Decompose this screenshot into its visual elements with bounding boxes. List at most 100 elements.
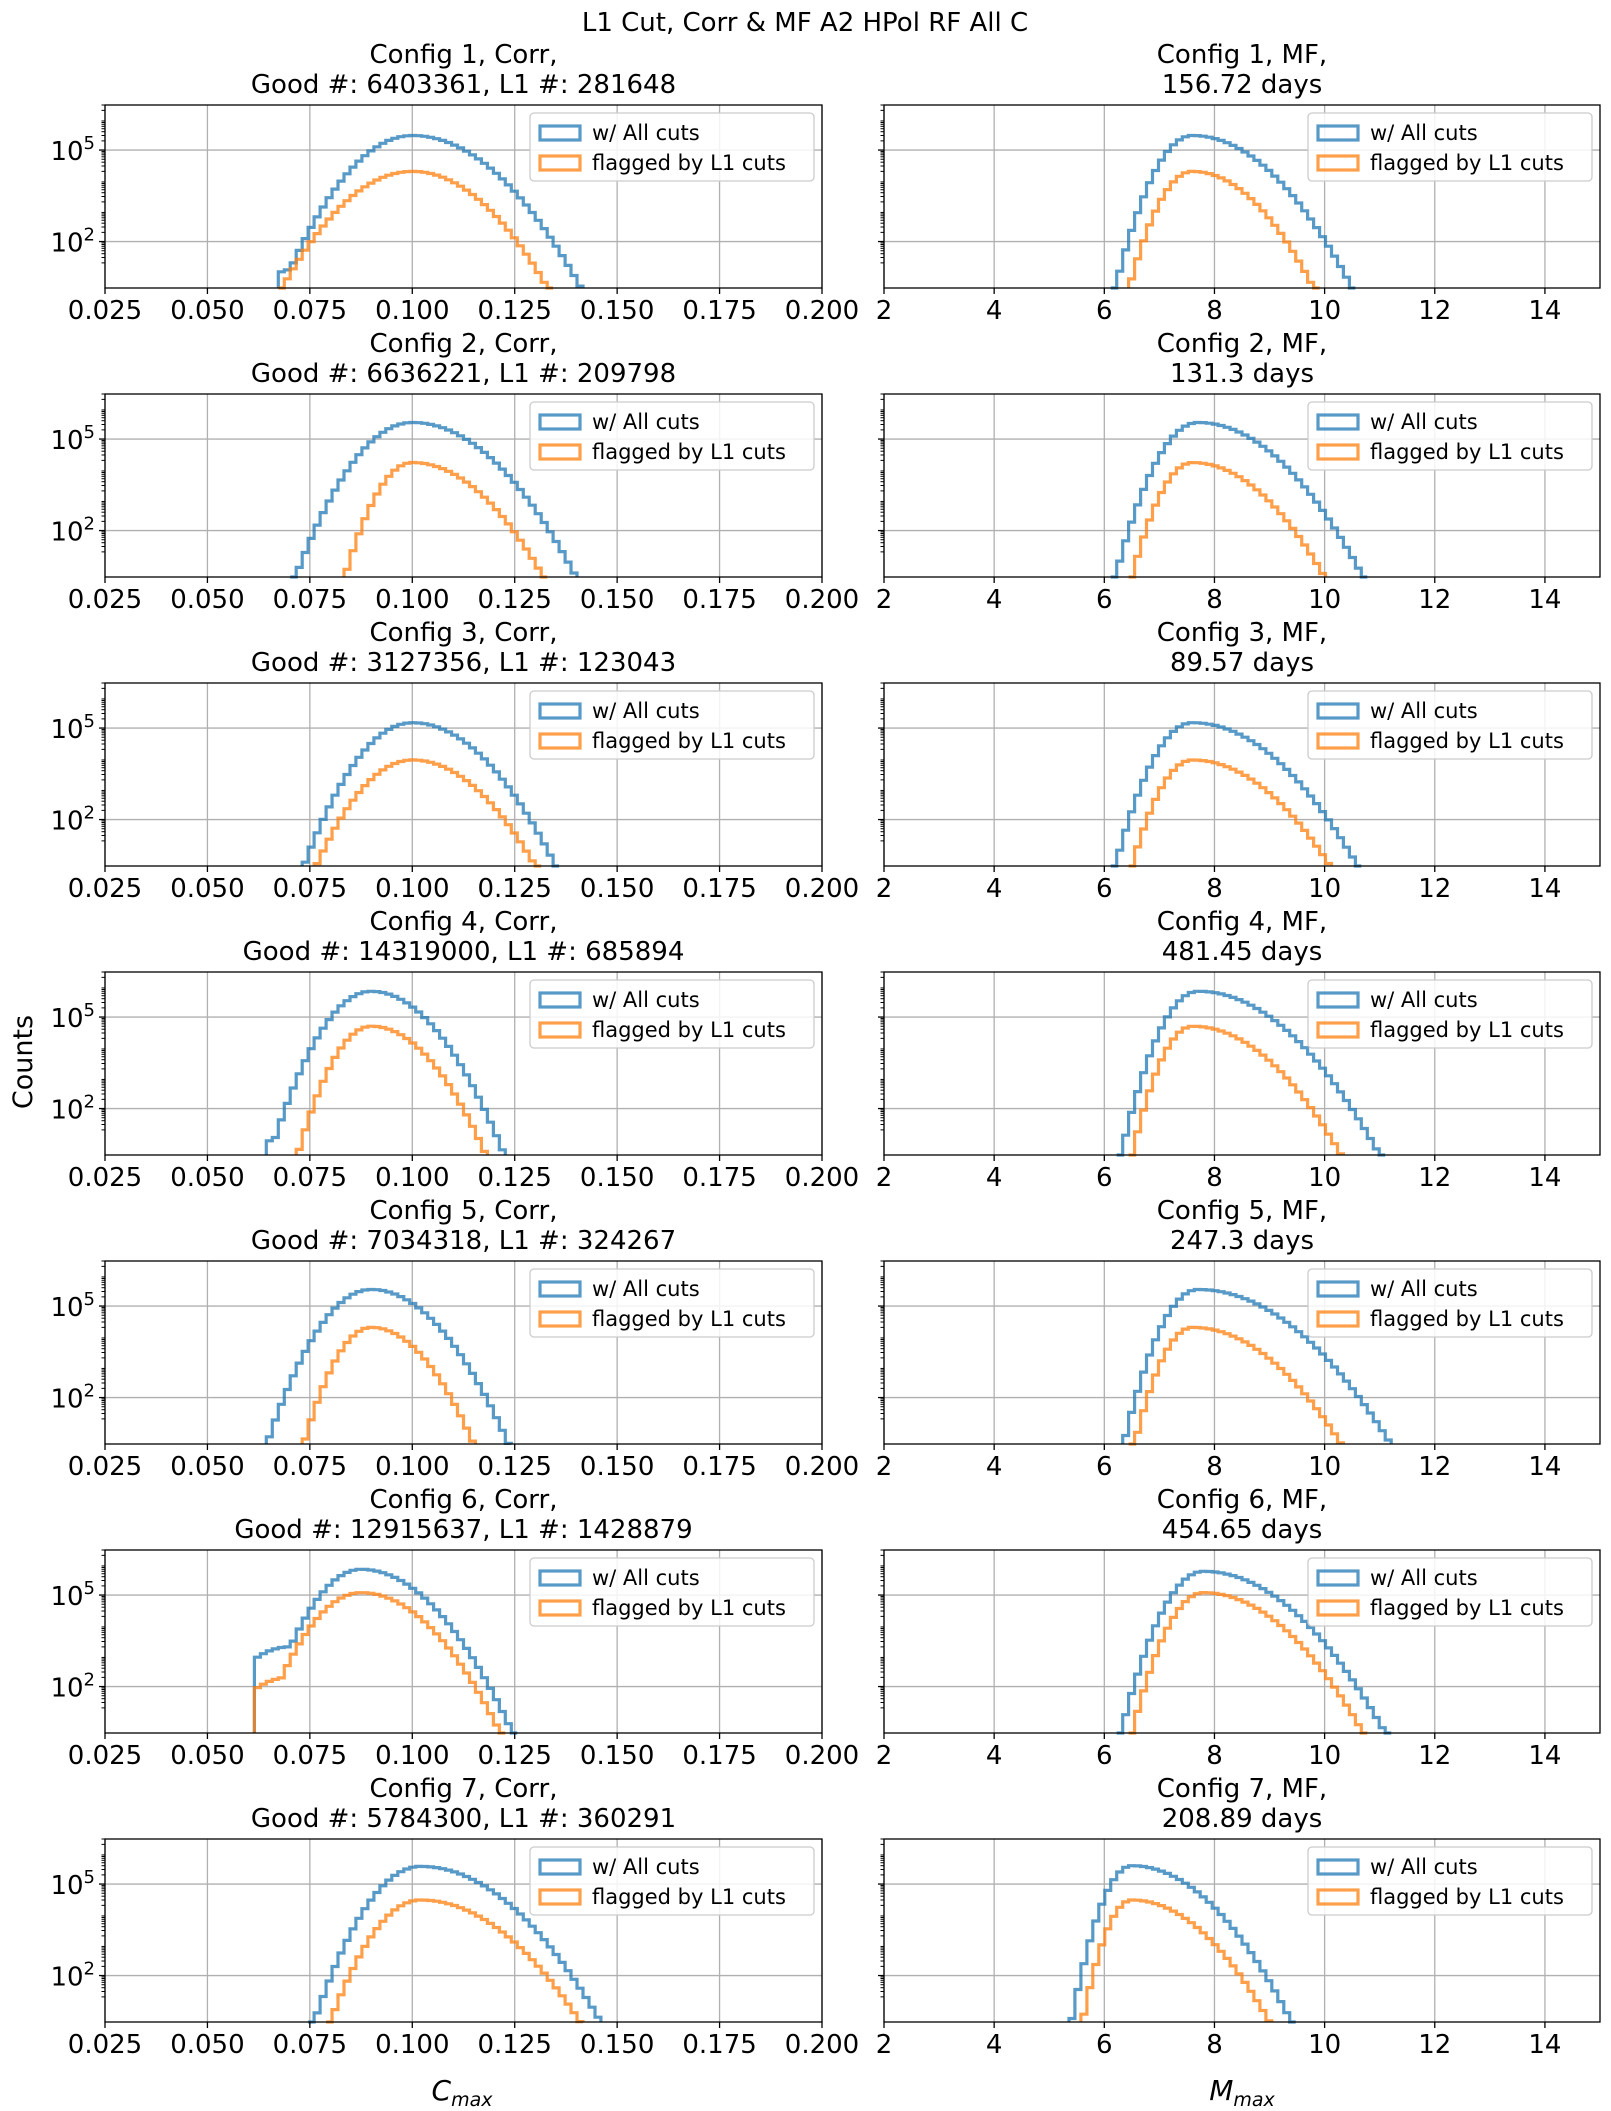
x-tick-label: 0.050 [170,296,244,326]
x-tick-label: 0.100 [375,1741,449,1771]
legend-swatch [1316,1888,1360,1906]
x-tick-label: 0.200 [785,874,859,904]
x-tick-label: 0.075 [273,1163,347,1193]
legend-swatch [538,1310,582,1328]
x-tick-label: 6 [1096,296,1113,326]
x-tick-label: 0.150 [580,585,654,615]
legend-label: flagged by L1 cuts [1370,1307,1564,1331]
x-tick-label: 4 [986,585,1003,615]
x-tick-label: 6 [1096,1741,1113,1771]
panel-title-line2: Good #: 6403361, L1 #: 281648 [251,70,676,100]
legend-box [1307,112,1593,182]
x-tick-label: 0.125 [477,585,551,615]
legend-label: flagged by L1 cuts [592,1885,786,1909]
x-tick-label: 0.125 [477,874,551,904]
series-all-cuts [264,989,507,1155]
x-tick-label: 14 [1528,1741,1561,1771]
legend-swatch [1316,154,1360,172]
x-tick-label: 0.200 [785,2030,859,2060]
x-tick-label: 12 [1418,585,1451,615]
panel-title-line2: 247.3 days [1170,1226,1314,1256]
legend-label: flagged by L1 cuts [592,729,786,753]
x-tick-label: 8 [1206,1741,1223,1771]
panel-3-corr: 0.025 0.050 0.075 0.100 0.125 0.150 0.175 0.200… [50,618,859,904]
x-tick-label: 0.175 [682,1741,756,1771]
legend-label: flagged by L1 cuts [1370,440,1564,464]
y-tick-label: 105 [50,133,95,167]
legend-label: w/ All cuts [1370,699,1478,723]
x-tick-label: 0.150 [580,874,654,904]
x-tick-label: 8 [1206,1163,1223,1193]
legend-swatch [538,1599,582,1617]
x-tick-label: 14 [1528,1452,1561,1482]
x-tick-label: 0.125 [477,1163,551,1193]
series-all-cuts [300,721,560,868]
y-tick-label: 102 [50,803,95,837]
x-tick-label: 0.150 [580,296,654,326]
series-l1-flagged [326,1898,585,2024]
panel-title-line1: Config 7, Corr, [369,1774,557,1804]
legend-box [1307,1268,1593,1338]
x-tick-label: 10 [1308,585,1341,615]
legend-box [529,1268,815,1338]
legend-box [529,1557,815,1627]
x-tick-label: 0.075 [273,1452,347,1482]
panel-title-line2: 481.45 days [1162,937,1323,967]
panel-title-line1: Config 2, MF, [1157,329,1327,359]
panel-title-line1: Config 5, MF, [1157,1196,1327,1226]
x-tick-label: 8 [1206,2030,1223,2060]
y-tick-label: 105 [50,1867,95,1901]
panel-2-mf: 2 4 6 8 10 12 14 Config 2, MF,131.3 days w/ All … [876,329,1601,615]
legend-swatch [538,991,582,1009]
legend-label: flagged by L1 cuts [592,1307,786,1331]
x-tick-label: 0.025 [68,296,142,326]
legend-swatch [538,443,582,461]
x-tick-label: 14 [1528,1163,1561,1193]
x-axis-label-corr: Cmax [432,2074,494,2111]
legend-swatch [1316,443,1360,461]
legend-swatch [538,1888,582,1906]
legend-box [529,401,815,471]
x-tick-label: 0.175 [682,2030,756,2060]
x-tick-label: 12 [1418,874,1451,904]
panel-title-line1: Config 5, Corr, [369,1196,557,1226]
x-tick-label: 0.025 [68,1452,142,1482]
panel-title-line1: Config 7, MF, [1157,1774,1327,1804]
legend-box [529,690,815,760]
series-all-cuts [1116,989,1386,1157]
x-tick-label: 0.025 [68,874,142,904]
x-tick-label: 0.075 [273,296,347,326]
x-tick-label: 0.025 [68,585,142,615]
legend-swatch [1316,732,1360,750]
series-all-cuts [252,1567,518,1735]
panels: 0.025 0.050 0.075 0.100 0.125 0.150 0.175 0.200… [50,40,1601,2060]
x-tick-label: 14 [1528,2030,1561,2060]
legend-swatch [538,1280,582,1298]
x-tick-label: 0.100 [375,2030,449,2060]
panel-title-line2: 208.89 days [1162,1804,1323,1834]
x-tick-label: 2 [876,1741,893,1771]
x-tick-label: 8 [1206,1452,1223,1482]
legend-label: flagged by L1 cuts [1370,1596,1564,1620]
x-tick-label: 0.125 [477,1741,551,1771]
legend-label: w/ All cuts [592,1277,700,1301]
x-tick-label: 2 [876,296,893,326]
x-tick-label: 2 [876,585,893,615]
legend-swatch [1316,991,1360,1009]
panel-title-line2: Good #: 3127356, L1 #: 123043 [251,648,676,678]
legend-label: flagged by L1 cuts [592,151,786,175]
x-tick-label: 6 [1096,874,1113,904]
x-tick-label: 0.025 [68,1163,142,1193]
series-l1-flagged [1128,1591,1368,1735]
series-l1-flagged [294,1024,489,1155]
x-tick-label: 4 [986,1452,1003,1482]
series-all-cuts [276,133,585,288]
panel-title-line2: Good #: 5784300, L1 #: 360291 [251,1804,676,1834]
legend-swatch [538,124,582,142]
y-tick-label: 105 [50,1000,95,1034]
series-all-cuts [1121,1287,1393,1444]
legend-swatch [1316,413,1360,431]
legend-label: flagged by L1 cuts [1370,1018,1564,1042]
legend-swatch [1316,124,1360,142]
x-tick-label: 0.150 [580,1452,654,1482]
